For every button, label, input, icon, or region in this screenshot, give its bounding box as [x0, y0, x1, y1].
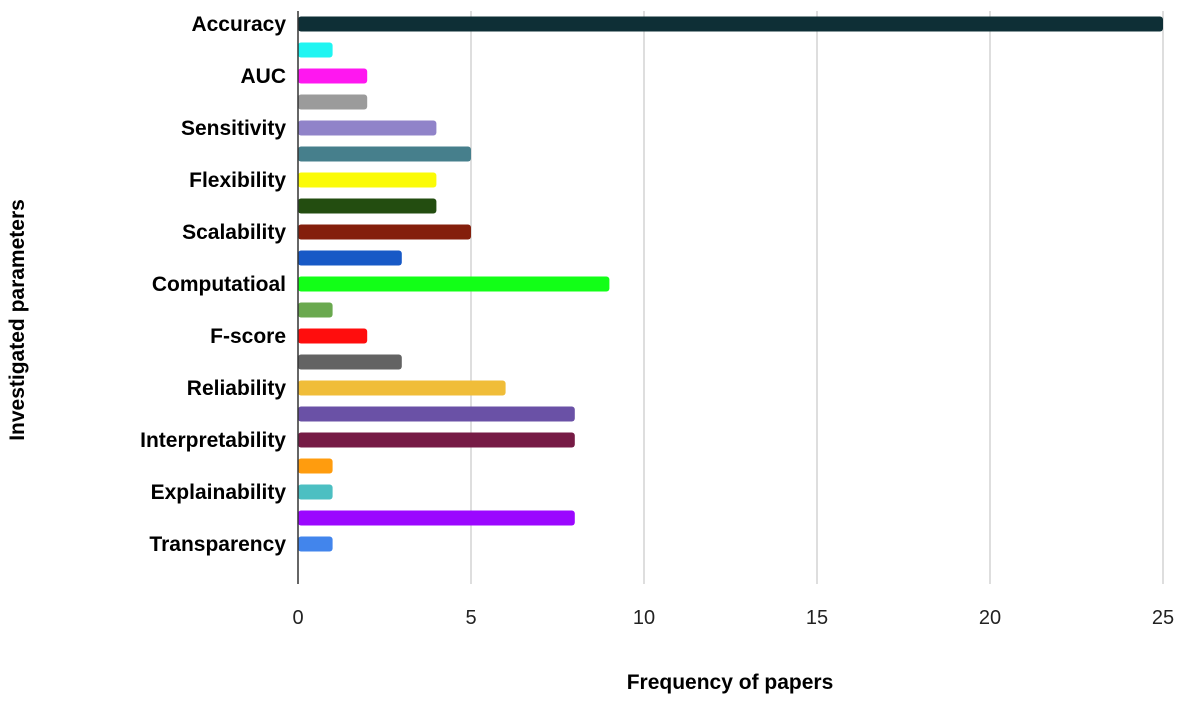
category-label: Explainability: [151, 481, 287, 504]
category-label: Computatioal: [152, 273, 286, 296]
bar: [298, 406, 575, 422]
bar: [298, 354, 402, 370]
y-axis-title: Investigated parameters: [6, 199, 29, 441]
category-labels: Accuracy AUC Sensitivity Flexibility Scalabi…: [140, 13, 286, 556]
category-label: Interpretability: [140, 429, 286, 452]
category-label: Flexibility: [189, 169, 286, 192]
bar: [298, 276, 610, 292]
bars: [298, 16, 1163, 552]
category-label: F-score: [210, 325, 286, 348]
x-axis-title: Frequency of papers: [627, 671, 834, 694]
bar: [298, 16, 1163, 32]
bar: [298, 484, 333, 500]
bar: [298, 536, 333, 552]
x-tick-label: 15: [806, 607, 828, 629]
bar: [298, 302, 333, 318]
bar: [298, 432, 575, 448]
bar: [298, 172, 437, 188]
x-tick-label: 25: [1152, 607, 1174, 629]
category-label: Scalability: [182, 221, 286, 244]
x-tick-label: 0: [292, 607, 303, 629]
category-label: Accuracy: [191, 13, 286, 36]
x-tick-labels: 0 5 10 15 20 25: [292, 607, 1174, 629]
bar: [298, 120, 437, 136]
bar: [298, 250, 402, 266]
bar: [298, 94, 368, 110]
category-label: Transparency: [149, 533, 286, 556]
bar: [298, 328, 368, 344]
x-tick-label: 10: [633, 607, 655, 629]
bar: [298, 510, 575, 526]
x-tick-label: 5: [465, 607, 476, 629]
category-label: AUC: [241, 65, 287, 88]
bar: [298, 198, 437, 214]
bar: [298, 224, 471, 240]
bar: [298, 458, 333, 474]
category-label: Reliability: [187, 377, 287, 400]
bar: [298, 146, 471, 162]
bar: [298, 68, 368, 84]
bar: [298, 42, 333, 58]
category-label: Sensitivity: [181, 117, 286, 140]
bar: [298, 380, 506, 396]
gridlines: [470, 11, 1164, 584]
x-tick-label: 20: [979, 607, 1001, 629]
